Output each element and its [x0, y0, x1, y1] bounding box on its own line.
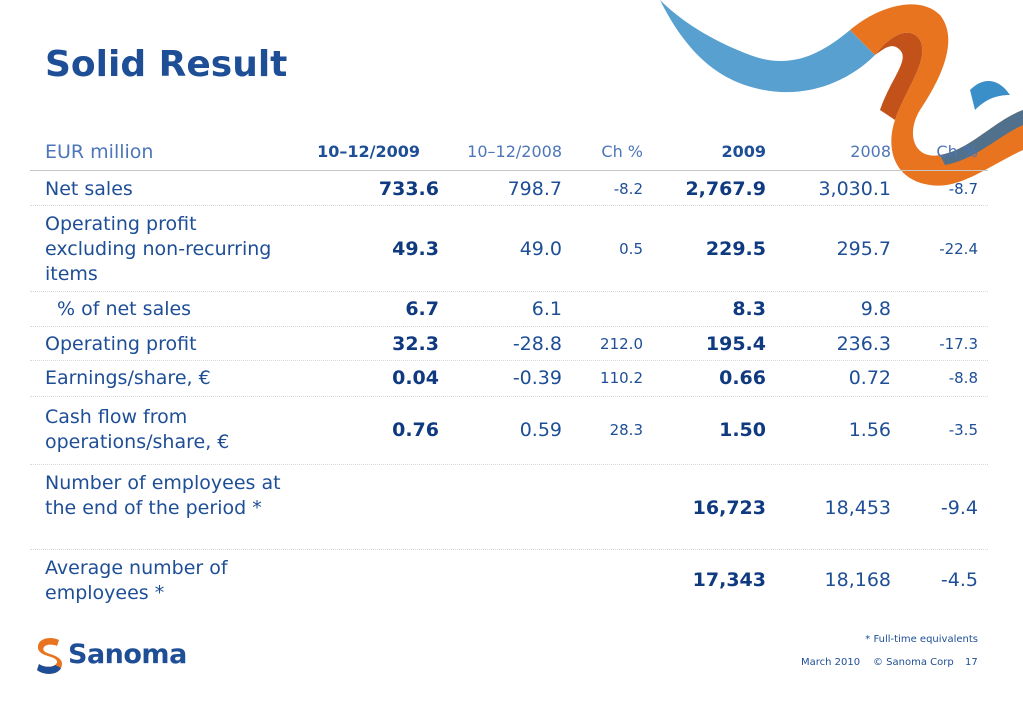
header-change-year: Ch % — [936, 142, 978, 161]
value-year-2008: 1.56 — [848, 419, 891, 441]
value-year-2008: 18,168 — [824, 569, 891, 591]
row-divider — [30, 396, 988, 397]
value-year-2008: 295.7 — [836, 238, 891, 260]
value-change-year: -17.3 — [939, 335, 978, 353]
table-row: Earnings/share, € 0.04 -0.39 110.2 0.66 … — [30, 361, 988, 397]
header-eur-million: EUR million — [45, 141, 154, 163]
value-q4-2008: -28.8 — [512, 333, 562, 355]
decorative-ribbon-graphic — [660, 0, 1023, 186]
value-year-2009: 8.3 — [732, 298, 766, 320]
value-change-year: -9.4 — [940, 497, 978, 519]
value-change-year: -4.5 — [940, 569, 978, 591]
sanoma-logo-text: Sanoma — [68, 639, 187, 670]
value-change-quarter: 0.5 — [619, 240, 643, 258]
value-year-2009: 17,343 — [692, 569, 766, 591]
header-divider — [30, 170, 988, 171]
value-year-2009: 2,767.9 — [685, 178, 766, 200]
value-year-2009: 195.4 — [705, 333, 766, 355]
header-change-quarter: Ch % — [601, 142, 643, 161]
value-q4-2008: 0.59 — [519, 419, 562, 441]
value-q4-2009: 6.7 — [405, 298, 439, 320]
row-divider — [30, 326, 988, 327]
value-change-year: -22.4 — [939, 240, 978, 258]
value-year-2008: 0.72 — [848, 367, 891, 389]
value-q4-2008: 6.1 — [531, 298, 562, 320]
value-q4-2009: 32.3 — [392, 333, 439, 355]
footer-page-number: 17 — [965, 657, 978, 668]
value-change-quarter: 110.2 — [600, 369, 643, 387]
row-label: Operating profit excluding non-recurring… — [45, 213, 272, 285]
row-label: Cash flow from operations/share, € — [45, 406, 230, 453]
footer-date: March 2010 — [801, 657, 861, 668]
row-divider — [30, 291, 988, 292]
value-year-2009: 16,723 — [692, 497, 766, 519]
row-label: Earnings/share, € — [45, 367, 211, 389]
row-divider — [30, 205, 988, 206]
row-label: Average number of employees * — [45, 557, 228, 604]
value-change-quarter: -8.2 — [613, 180, 643, 198]
table-row: Number of employees at the end of the pe… — [30, 465, 988, 550]
footer-copyright: © Sanoma Corp — [873, 657, 954, 668]
header-year-2009: 2009 — [721, 142, 766, 161]
sanoma-logo-icon — [37, 638, 63, 674]
row-divider — [30, 360, 988, 361]
value-year-2008: 18,453 — [824, 497, 891, 519]
value-q4-2008: -0.39 — [512, 367, 562, 389]
value-year-2008: 3,030.1 — [818, 178, 891, 200]
row-divider — [30, 549, 988, 550]
value-q4-2009: 49.3 — [392, 238, 439, 260]
table-row: Average number of employees * 17,343 18,… — [30, 550, 988, 610]
table-row: % of net sales 6.7 6.1 8.3 9.8 — [30, 292, 988, 327]
value-year-2008: 236.3 — [836, 333, 891, 355]
value-q4-2009: 0.76 — [392, 419, 439, 441]
table-row: Operating profit 32.3 -28.8 212.0 195.4 … — [30, 327, 988, 361]
value-q4-2008: 798.7 — [507, 178, 562, 200]
row-label: % of net sales — [57, 298, 192, 320]
value-change-year: -3.5 — [948, 421, 978, 439]
row-label: Number of employees at the end of the pe… — [45, 472, 281, 519]
header-q4-2008: 10–12/2008 — [467, 142, 562, 161]
value-q4-2008: 49.0 — [519, 238, 562, 260]
slide-title: Solid Result — [45, 44, 288, 85]
header-q4-2009: 10–12/2009 — [317, 142, 420, 161]
value-change-quarter: 212.0 — [600, 335, 643, 353]
value-year-2009: 0.66 — [719, 367, 766, 389]
value-year-2009: 1.50 — [719, 419, 766, 441]
value-year-2009: 229.5 — [705, 238, 766, 260]
row-label: Operating profit — [45, 333, 197, 355]
value-q4-2009: 0.04 — [392, 367, 439, 389]
table-row: Operating profit excluding non-recurring… — [30, 206, 988, 292]
footnote: * Full-time equivalents — [865, 634, 978, 645]
value-change-year: -8.7 — [948, 180, 978, 198]
value-change-year: -8.8 — [948, 369, 978, 387]
row-label: Net sales — [45, 178, 133, 200]
value-year-2008: 9.8 — [860, 298, 891, 320]
value-change-quarter: 28.3 — [609, 421, 643, 439]
table-row: Net sales 733.6 798.7 -8.2 2,767.9 3,030… — [30, 171, 988, 206]
header-year-2008: 2008 — [850, 142, 891, 161]
table-row: Cash flow from operations/share, € 0.76 … — [30, 397, 988, 465]
row-divider — [30, 464, 988, 465]
value-q4-2009: 733.6 — [378, 178, 439, 200]
